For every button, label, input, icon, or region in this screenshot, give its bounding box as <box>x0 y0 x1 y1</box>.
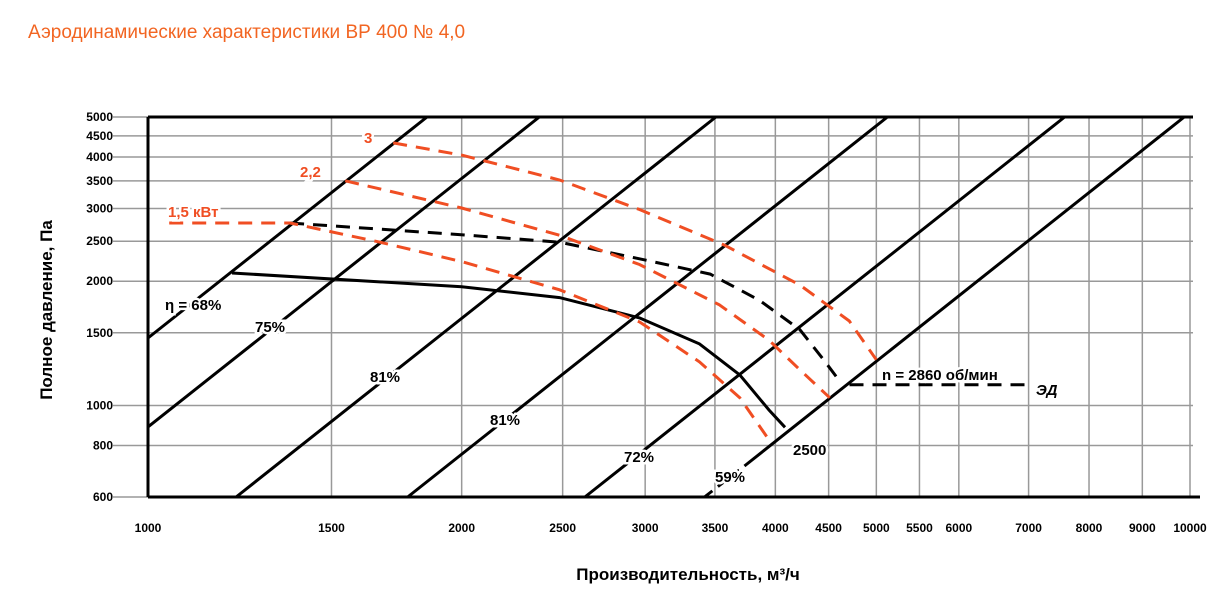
y-tick-label: 1500 <box>86 326 113 340</box>
x-tick-label: 9000 <box>1129 521 1156 535</box>
y-tick-label: 600 <box>93 490 113 504</box>
x-tick-label: 1500 <box>318 521 345 535</box>
efficiency-line <box>583 115 1066 499</box>
x-tick-label: 5500 <box>906 521 933 535</box>
x-tick-label: 8000 <box>1076 521 1103 535</box>
y-tick-label: 5000 <box>86 110 113 124</box>
y-tick-label: 800 <box>93 438 113 452</box>
x-tick-label: 7000 <box>1015 521 1042 535</box>
x-axis-label: Производительность, м³/ч <box>576 565 799 584</box>
x-tick-label: 3500 <box>702 521 729 535</box>
series-label: ЭД <box>1036 382 1058 399</box>
y-tick-label: 4000 <box>86 150 113 164</box>
curve-4 <box>344 179 831 399</box>
efficiency-line <box>147 115 428 340</box>
y-axis-label: Полное давление, Па <box>37 220 56 400</box>
curve-3 <box>169 221 771 441</box>
y-tick-label: 3500 <box>86 174 113 188</box>
efficiency-line <box>406 115 889 499</box>
x-tick-label: 10000 <box>1173 521 1207 535</box>
y-tick-label: 1000 <box>86 398 113 412</box>
x-tick-label: 2500 <box>549 521 576 535</box>
curve-1 <box>289 221 842 383</box>
efficiency-line <box>147 115 541 429</box>
efficiency-label: 81% <box>490 412 520 429</box>
efficiency-label: 72% <box>624 449 654 466</box>
series-label: 2,2 <box>300 164 321 181</box>
efficiency-line-dashed <box>703 464 746 499</box>
efficiency-label: 81% <box>370 369 400 386</box>
series-label: n = 2860 об/мин <box>882 367 998 384</box>
x-tick-label: 4000 <box>762 521 789 535</box>
curve-0 <box>231 271 787 429</box>
y-tick-label: 4500 <box>86 129 113 143</box>
chart-title: Аэродинамические характеристики ВР 400 №… <box>28 22 466 43</box>
x-tick-label: 5000 <box>863 521 890 535</box>
x-tick-label: 2000 <box>448 521 475 535</box>
x-tick-label: 1000 <box>135 521 162 535</box>
efficiency-line <box>235 115 717 499</box>
series-label: 3 <box>364 130 372 147</box>
efficiency-label: η = 68% <box>165 297 221 314</box>
efficiency-label: 59% <box>715 469 745 486</box>
x-tick-label: 6000 <box>945 521 972 535</box>
x-tick-label: 3000 <box>632 521 659 535</box>
y-tick-label: 2500 <box>86 234 113 248</box>
efficiency-label: 75% <box>255 319 285 336</box>
y-tick-label: 3000 <box>86 202 113 216</box>
efficiency-line <box>743 115 1186 468</box>
y-tick-label: 2000 <box>86 274 113 288</box>
series-label: 2500 <box>793 442 826 459</box>
x-tick-label: 4500 <box>815 521 842 535</box>
series-label: 1,5 кВт <box>168 204 219 221</box>
curve-5 <box>392 141 878 361</box>
